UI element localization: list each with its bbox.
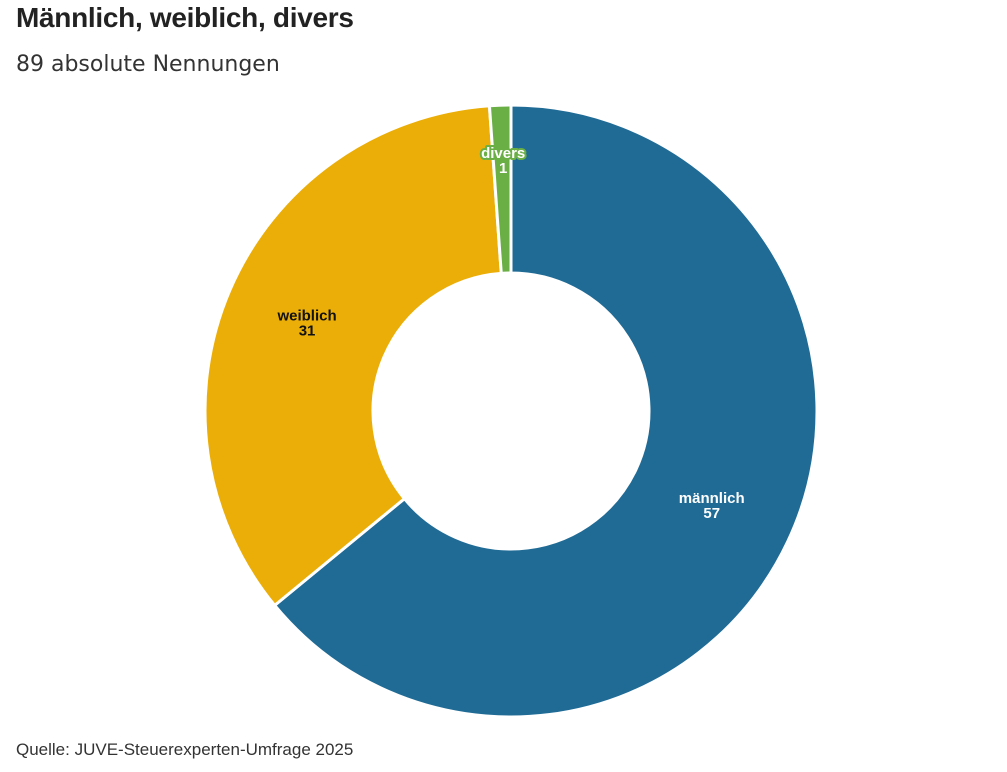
chart-title: Männlich, weiblich, divers	[16, 2, 354, 33]
slice-category-divers: divers	[481, 145, 525, 162]
slice-divers	[487, 103, 513, 275]
slice-label-weiblich: weiblich 31	[276, 307, 336, 339]
slice-category-weiblich: weiblich	[276, 307, 336, 324]
slice-label-divers: divers 1	[481, 145, 525, 177]
chart-subtitle: 89 absolute Nennungen	[16, 52, 280, 77]
slice-maennlich	[273, 103, 819, 719]
slice-value-weiblich: 31	[299, 322, 316, 339]
slice-label-maennlich: männlich 57	[679, 490, 745, 522]
slice-value-divers: 1	[499, 160, 507, 177]
source-note: Quelle: JUVE-Steuerexperten-Umfrage 2025	[16, 740, 354, 759]
slice-category-maennlich: männlich	[679, 490, 745, 507]
donut-slices	[203, 103, 819, 719]
slice-value-maennlich: 57	[703, 505, 720, 522]
donut-labels: männlich 57 weiblich 31 divers 1	[276, 143, 745, 522]
slice-weiblich	[203, 104, 503, 607]
